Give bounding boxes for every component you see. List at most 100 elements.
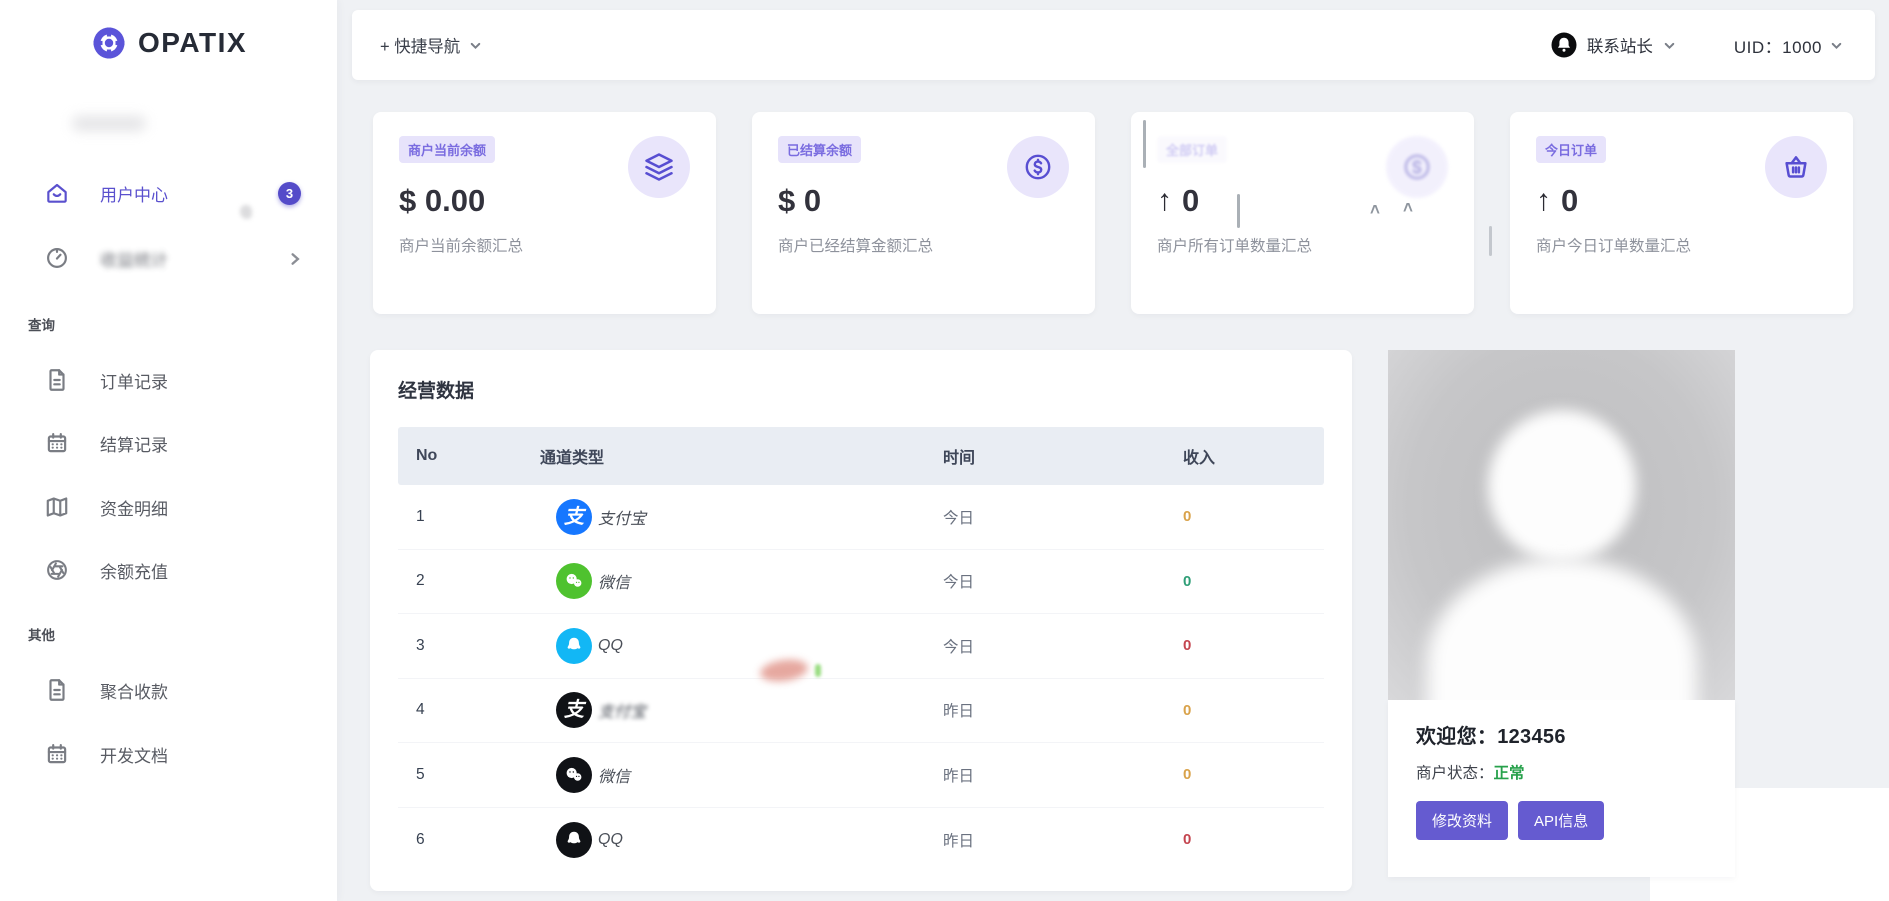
stat-value: 0 xyxy=(1182,183,1200,218)
table-row: 2 微信 今日 0 xyxy=(398,550,1324,614)
sidebar-item-label: 余额充值 xyxy=(100,562,168,582)
glitch-artifact xyxy=(1489,226,1492,256)
file-icon xyxy=(49,679,65,701)
dollar-circle-icon xyxy=(1007,136,1069,198)
glitch-artifact xyxy=(1143,120,1146,168)
glitch-artifact xyxy=(1237,194,1240,228)
row-income: 0 xyxy=(1183,701,1192,719)
stat-card-all-orders: 全部订单 ↑ 0 商户所有订单数量汇总 xyxy=(1131,112,1474,314)
up-arrow-icon: ↑ xyxy=(1536,184,1551,217)
qq-dark-icon xyxy=(556,821,592,858)
table-row: 5 微信 昨日 0 xyxy=(398,743,1324,808)
channel-name: QQ xyxy=(598,636,623,654)
sidebar-group-other: 其他 xyxy=(28,628,55,643)
calendar-icon xyxy=(47,433,67,453)
dollar-circle-icon xyxy=(1386,136,1448,198)
row-income: 0 xyxy=(1183,637,1192,655)
channel-name: 支付宝 xyxy=(598,510,647,528)
table-row: 4 支 支付宝 昨日 0 xyxy=(398,679,1324,743)
row-number: 5 xyxy=(416,765,425,783)
row-time: 今日 xyxy=(943,574,975,592)
sidebar-item-order-records[interactable]: 订单记录 xyxy=(0,356,337,404)
sidebar-item-user-center[interactable]: 用户中心 3 xyxy=(0,169,337,217)
stat-subtitle: 商户今日订单数量汇总 xyxy=(1536,238,1692,255)
sidebar-item-label: 资金明细 xyxy=(100,499,168,519)
uid-dropdown[interactable]: UID：1000 xyxy=(1734,33,1843,58)
sidebar-item-fund-details[interactable]: 资金明细 xyxy=(0,483,337,531)
brand-logo[interactable]: OPATIX xyxy=(92,26,247,60)
sidebar-item-label: 用户中心 xyxy=(100,185,168,205)
wechat-dark-icon xyxy=(556,756,592,793)
sidebar-item-aggregate-collection[interactable]: 聚合收款 xyxy=(0,666,337,714)
blur-artifact xyxy=(72,116,146,131)
sidebar-item-label: 订单记录 xyxy=(100,372,168,392)
table-title: 经营数据 xyxy=(398,381,475,402)
merchant-status-label: 商户状态： xyxy=(1416,765,1494,782)
glitch-artifact: ˄ xyxy=(1403,198,1413,217)
status-badge: 正常 xyxy=(1493,765,1525,782)
stat-value: 0 xyxy=(1561,183,1579,218)
wechat-icon xyxy=(556,563,592,600)
glitch-artifact xyxy=(815,664,821,677)
column-header-time: 时间 xyxy=(943,450,976,467)
stat-badge: 已结算余额 xyxy=(778,136,862,163)
sidebar-item-balance-recharge[interactable]: 余额充值 xyxy=(0,546,337,594)
stat-subtitle: 商户已经结算金额汇总 xyxy=(778,238,934,255)
row-number: 3 xyxy=(416,636,425,654)
api-info-button[interactable]: API信息 xyxy=(1518,801,1605,840)
sidebar-item-label: 开发文档 xyxy=(100,746,168,766)
uid-label: UID：1000 xyxy=(1733,37,1822,57)
column-header-no: No xyxy=(416,447,438,464)
column-header-income: 收入 xyxy=(1183,450,1216,467)
column-header-channel: 通道类型 xyxy=(540,450,605,467)
avatar xyxy=(1388,350,1735,700)
sidebar-group-query: 查询 xyxy=(28,318,55,333)
stat-value: $ 0.00 xyxy=(399,183,486,218)
edit-profile-button[interactable]: 修改资料 xyxy=(1416,801,1509,840)
row-time: 昨日 xyxy=(943,703,975,721)
sidebar-item-label: 收益统计 xyxy=(100,250,168,270)
channel-name: QQ xyxy=(598,830,623,848)
row-time: 昨日 xyxy=(943,832,975,850)
row-income: 0 xyxy=(1183,508,1192,526)
avatar-silhouette-head xyxy=(1487,410,1636,562)
alipay-dark-icon: 支 xyxy=(556,692,592,729)
row-time: 昨日 xyxy=(943,767,975,785)
row-number: 6 xyxy=(416,830,425,848)
sidebar-item-dev-docs[interactable]: 开发文档 xyxy=(0,730,337,778)
row-time: 今日 xyxy=(943,638,975,656)
sidebar-item-label: 聚合收款 xyxy=(100,682,168,702)
row-income: 0 xyxy=(1183,831,1192,849)
calendar-icon xyxy=(47,744,67,764)
brand-name: OPATIX xyxy=(138,27,248,58)
table-header-row: No 通道类型 时间 收入 xyxy=(398,427,1324,485)
sidebar: OPATIX 用户中心 3 收益统计 查询 订单记录 xyxy=(0,0,337,901)
quick-nav-dropdown[interactable]: + 快捷导航 xyxy=(380,10,482,80)
stat-card-settled-balance: 已结算余额 $ 0 商户已经结算金额汇总 xyxy=(752,112,1095,314)
contact-admin-label: 联系站长 xyxy=(1586,38,1653,56)
stat-cards-row: 商户当前余额 $ 0.00 商户当前余额汇总 已结算余额 $ 0 商户已经结算金… xyxy=(373,112,1853,314)
notification-badge: 3 xyxy=(278,182,301,205)
merchant-profile-panel: 欢迎您：123456 商户状态：正常 修改资料 API信息 xyxy=(1388,350,1735,877)
channel-name: 支付宝 xyxy=(598,704,647,722)
table-row: 3 QQ 今日 0 xyxy=(398,614,1324,679)
basket-icon xyxy=(1765,136,1827,198)
stat-card-current-balance: 商户当前余额 $ 0.00 商户当前余额汇总 xyxy=(373,112,716,314)
stat-card-today-orders: 今日订单 ↑ 0 商户今日订单数量汇总 xyxy=(1510,112,1853,314)
gauge-icon xyxy=(47,248,67,268)
avatar-silhouette-shoulders xyxy=(1426,558,1697,700)
sidebar-item-stats[interactable]: 收益统计 xyxy=(0,234,337,282)
profile-info: 欢迎您：123456 商户状态：正常 修改资料 API信息 xyxy=(1388,700,1735,877)
bell-icon xyxy=(1551,32,1577,58)
row-income: 0 xyxy=(1183,572,1192,590)
sidebar-item-label: 结算记录 xyxy=(100,435,168,455)
layers-icon xyxy=(628,136,690,198)
row-number: 1 xyxy=(416,507,425,525)
sidebar-item-settlement-records[interactable]: 结算记录 xyxy=(0,419,337,467)
contact-admin-dropdown[interactable]: 联系站长 xyxy=(1551,32,1676,58)
business-data-card: 经营数据 No 通道类型 时间 收入 1 支 支付宝 今日 0 2 微信 今日 … xyxy=(370,350,1352,891)
home-icon xyxy=(47,183,67,203)
stat-subtitle: 商户所有订单数量汇总 xyxy=(1157,238,1313,255)
row-income: 0 xyxy=(1183,766,1192,784)
chevron-down-icon xyxy=(470,42,481,49)
